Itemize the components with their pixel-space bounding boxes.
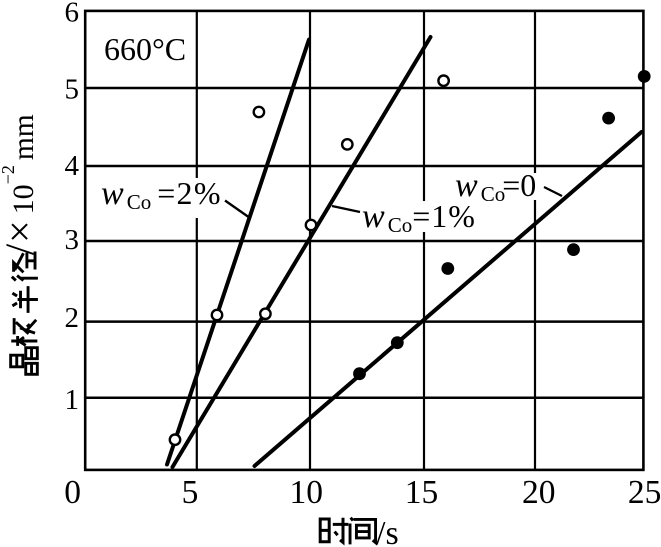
svg-text:wCo=1%: wCo=1% xyxy=(362,198,476,237)
svg-text:25: 25 xyxy=(628,474,661,511)
svg-text:5: 5 xyxy=(64,74,79,106)
svg-text:1: 1 xyxy=(64,384,79,416)
svg-text:wCo=0: wCo=0 xyxy=(455,167,536,206)
svg-text:20: 20 xyxy=(522,474,556,511)
svg-text:/s: /s xyxy=(376,515,399,547)
svg-text:0: 0 xyxy=(64,474,81,511)
svg-text:wCo=2%: wCo =2% xyxy=(101,175,222,214)
svg-text:15: 15 xyxy=(405,474,439,511)
svg-text:5: 5 xyxy=(182,474,199,511)
svg-text:3: 3 xyxy=(64,224,79,256)
svg-text:6: 6 xyxy=(64,0,79,29)
svg-text:660°C: 660°C xyxy=(104,31,186,67)
svg-text:10: 10 xyxy=(289,474,323,511)
svg-text:4: 4 xyxy=(64,150,79,182)
svg-text:2: 2 xyxy=(64,302,79,334)
